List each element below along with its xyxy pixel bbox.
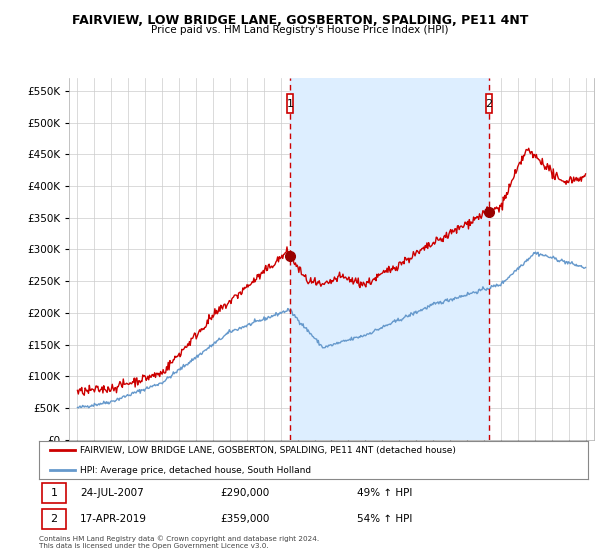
Text: 2: 2: [50, 515, 58, 524]
FancyBboxPatch shape: [486, 94, 492, 113]
Text: 1: 1: [287, 99, 293, 109]
Text: Contains HM Land Registry data © Crown copyright and database right 2024.: Contains HM Land Registry data © Crown c…: [39, 535, 319, 542]
Text: 1: 1: [50, 488, 58, 498]
Text: 49% ↑ HPI: 49% ↑ HPI: [358, 488, 413, 498]
FancyBboxPatch shape: [42, 510, 67, 529]
Bar: [290, 78, 489, 440]
FancyBboxPatch shape: [42, 483, 67, 503]
Text: £290,000: £290,000: [220, 488, 269, 498]
Text: 24-JUL-2007: 24-JUL-2007: [80, 488, 144, 498]
Text: 54% ↑ HPI: 54% ↑ HPI: [358, 515, 413, 524]
Text: HPI: Average price, detached house, South Holland: HPI: Average price, detached house, Sout…: [80, 466, 311, 475]
Text: 2: 2: [485, 99, 493, 109]
Text: This data is licensed under the Open Government Licence v3.0.: This data is licensed under the Open Gov…: [39, 543, 269, 549]
Text: 17-APR-2019: 17-APR-2019: [80, 515, 147, 524]
Text: FAIRVIEW, LOW BRIDGE LANE, GOSBERTON, SPALDING, PE11 4NT: FAIRVIEW, LOW BRIDGE LANE, GOSBERTON, SP…: [72, 14, 528, 27]
Text: Price paid vs. HM Land Registry's House Price Index (HPI): Price paid vs. HM Land Registry's House …: [151, 25, 449, 35]
Text: £359,000: £359,000: [220, 515, 269, 524]
FancyBboxPatch shape: [287, 94, 293, 113]
Text: FAIRVIEW, LOW BRIDGE LANE, GOSBERTON, SPALDING, PE11 4NT (detached house): FAIRVIEW, LOW BRIDGE LANE, GOSBERTON, SP…: [80, 446, 456, 455]
